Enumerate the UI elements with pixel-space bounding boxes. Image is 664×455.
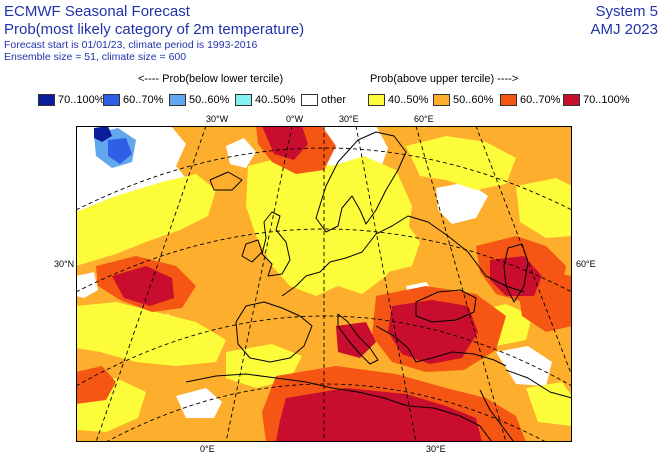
legend-item-other: other bbox=[301, 93, 346, 107]
legend-item-below-40-50: 40..50% bbox=[235, 93, 295, 107]
legend-label: 50..60% bbox=[453, 94, 494, 106]
probability-field-yellow bbox=[76, 302, 226, 366]
forecast-map-svg bbox=[76, 126, 572, 442]
lat-label-left: 30°N bbox=[54, 259, 75, 269]
probability-field-dark-red bbox=[262, 126, 308, 160]
map-frame bbox=[76, 126, 572, 442]
legend-swatch bbox=[563, 94, 580, 106]
lon-label-right: 60°E bbox=[576, 259, 596, 269]
season-label: AMJ 2023 bbox=[590, 21, 658, 38]
legend-swatch bbox=[368, 94, 385, 106]
legend-swatch bbox=[38, 94, 55, 106]
title-block: ECMWF Seasonal Forecast Prob(most likely… bbox=[4, 3, 304, 63]
legend-item-below-50-60: 50..60% bbox=[169, 93, 229, 107]
legend-swatch bbox=[433, 94, 450, 106]
coastline-britain bbox=[261, 211, 291, 277]
lon-label-0w-top: 0°W bbox=[286, 114, 304, 124]
legend-label: 40..50% bbox=[255, 94, 296, 106]
legend-item-above-70-100: 70..100% bbox=[563, 93, 629, 107]
probability-field-dark-red bbox=[388, 300, 478, 364]
legend-swatch bbox=[103, 94, 120, 106]
probability-field-orange-red bbox=[76, 366, 116, 404]
lon-label-0e-bottom: 0°E bbox=[200, 444, 215, 454]
probability-field-dark-red bbox=[112, 266, 174, 306]
coastline-iberia bbox=[235, 301, 313, 363]
forecast-map bbox=[76, 126, 572, 442]
probability-field-yellow bbox=[246, 154, 412, 296]
legend-label: other bbox=[321, 94, 347, 106]
coastline-europe-mainland bbox=[281, 215, 525, 297]
legend-label: 40..50% bbox=[388, 94, 429, 106]
probability-field-other bbox=[436, 182, 488, 224]
legend-below-heading: <---- Prob(below lower tercile) bbox=[138, 73, 284, 85]
legend-item-above-40-50: 40..50% bbox=[368, 93, 428, 107]
legend-label: 60..70% bbox=[123, 94, 164, 106]
legend-item-above-60-70: 60..70% bbox=[500, 93, 560, 107]
coastline-black-sea bbox=[415, 289, 477, 323]
legend-swatch bbox=[301, 94, 318, 106]
coastline-ireland bbox=[241, 239, 263, 263]
legend-above-heading: Prob(above upper tercile) ----> bbox=[370, 73, 519, 85]
legend-label: 70..100% bbox=[583, 94, 630, 106]
probability-field-dark-red bbox=[276, 388, 482, 442]
probability-field-other bbox=[226, 138, 256, 168]
coastline-north-africa bbox=[185, 373, 493, 442]
probability-field-yellow bbox=[374, 222, 420, 272]
coastline-balkans-turkey bbox=[375, 325, 507, 367]
legend-swatch bbox=[235, 94, 252, 106]
coastline-scandinavia bbox=[315, 131, 407, 233]
coastlines bbox=[185, 131, 572, 442]
probability-field-other bbox=[76, 272, 98, 298]
probability-field-other bbox=[496, 346, 552, 386]
forecast-info: Forecast start is 01/01/23, climate peri… bbox=[4, 39, 258, 51]
coastline-red-sea bbox=[479, 389, 515, 442]
lon-label-30w-top: 30°W bbox=[206, 114, 229, 124]
legend-label: 60..70% bbox=[520, 94, 561, 106]
lon-label-30e-top: 30°E bbox=[339, 114, 359, 124]
probability-field-yellow bbox=[526, 382, 572, 426]
probability-field-yellow bbox=[406, 136, 516, 190]
probability-field-yellow bbox=[516, 178, 572, 238]
probability-field-yellow bbox=[76, 174, 216, 266]
probability-field-dark-blue bbox=[94, 126, 112, 142]
probability-field-dark-red bbox=[336, 322, 376, 358]
lon-label-60e-top: 60°E bbox=[414, 114, 434, 124]
legend-item-below-70-100: 70..100% bbox=[38, 93, 104, 107]
chart-title: ECMWF Seasonal Forecast bbox=[4, 3, 190, 20]
probability-field-blue bbox=[108, 138, 132, 164]
lon-label-30e-bottom: 30°E bbox=[426, 444, 446, 454]
legend-swatch bbox=[169, 94, 186, 106]
coastline-iceland bbox=[209, 171, 243, 191]
system-label: System 5 bbox=[595, 3, 658, 20]
legend-label: 70..100% bbox=[58, 94, 105, 106]
system-block: System 5 AMJ 2023 bbox=[590, 3, 658, 39]
legend-item-above-50-60: 50..60% bbox=[433, 93, 493, 107]
legend-item-below-60-70: 60..70% bbox=[103, 93, 163, 107]
coastline-caspian bbox=[503, 243, 529, 303]
probability-field-dark-red bbox=[490, 256, 542, 296]
chart-subtitle: Prob(most likely category of 2m temperat… bbox=[4, 21, 305, 38]
legend-label: 50..60% bbox=[189, 94, 230, 106]
legend-swatch bbox=[500, 94, 517, 106]
coastline-italy bbox=[337, 313, 379, 365]
ensemble-info: Ensemble size = 51, climate size = 600 bbox=[4, 51, 187, 63]
coastline-arabia bbox=[505, 369, 572, 399]
